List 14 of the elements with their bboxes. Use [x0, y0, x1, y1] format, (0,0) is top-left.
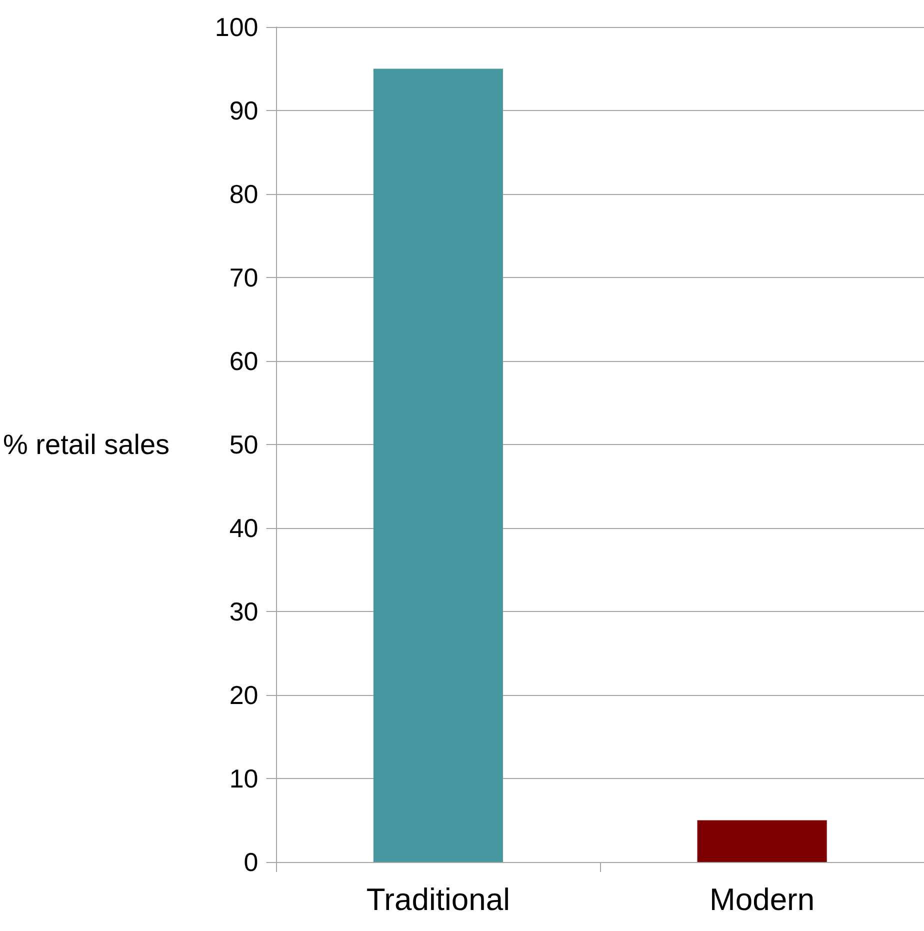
x-tick-label: Traditional	[366, 882, 510, 917]
y-tick-label: 60	[229, 346, 258, 376]
y-tick-label: 80	[229, 179, 258, 209]
y-tick-label: 50	[229, 430, 258, 460]
x-tick-label: Modern	[710, 882, 815, 917]
y-tick-label: 40	[229, 513, 258, 543]
y-tick-label: 30	[229, 596, 258, 626]
y-axis-title: % retail sales	[2, 429, 170, 460]
y-tick-label: 0	[244, 847, 258, 877]
y-tick-label: 90	[229, 96, 258, 126]
y-tick-label: 100	[214, 12, 258, 42]
y-tick-label: 20	[229, 680, 258, 710]
y-tick-label: 10	[229, 764, 258, 794]
y-tick-label: 70	[229, 262, 258, 292]
